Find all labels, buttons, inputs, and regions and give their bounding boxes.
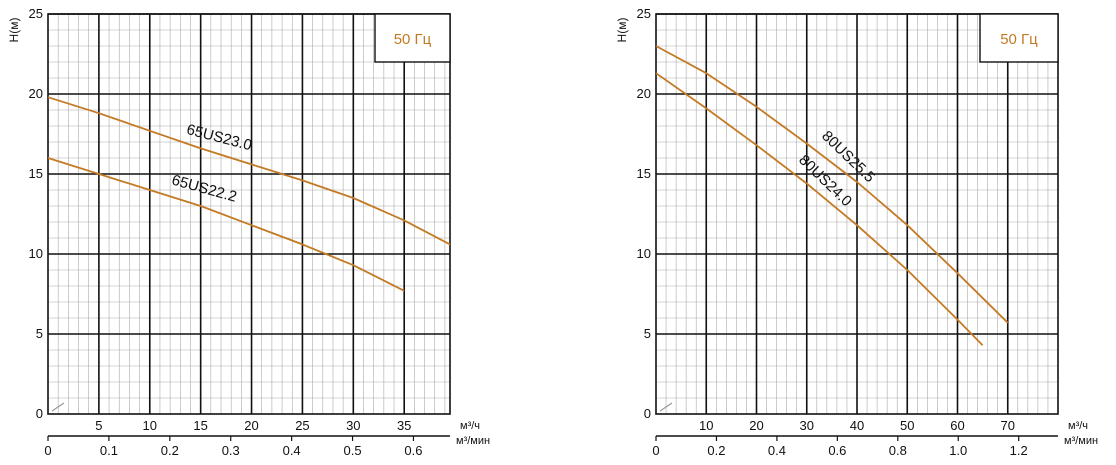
plot-frame <box>655 13 1059 415</box>
curve-80US24.0 <box>655 72 984 346</box>
frequency-badge-text: 50 Гц <box>1000 31 1038 48</box>
x-tick-label: 10 <box>699 418 713 433</box>
x2-tick-label: 1.0 <box>949 443 967 458</box>
y-tick-label: 5 <box>36 326 43 341</box>
y-axis-label: H(м) <box>615 18 629 43</box>
y-tick-label: 20 <box>29 86 43 101</box>
curve-65US23.0 <box>47 96 451 246</box>
origin-mark <box>659 402 673 412</box>
x2-tick-label: 0.3 <box>222 443 240 458</box>
y-tick-label: 0 <box>36 406 43 421</box>
y-tick-label: 20 <box>637 86 651 101</box>
y-tick-label: 15 <box>29 166 43 181</box>
origin-mark <box>51 402 65 412</box>
x-tick-label: 60 <box>950 418 964 433</box>
x-tick-label: 30 <box>800 418 814 433</box>
x2-unit-label: м³/мин <box>1064 435 1098 447</box>
plot-frame <box>47 13 451 415</box>
x2-tick-label: 0.6 <box>828 443 846 458</box>
frequency-badge-text: 50 Гц <box>394 31 432 48</box>
x2-tick-label: 0.4 <box>283 443 301 458</box>
y-tick-label: 10 <box>29 246 43 261</box>
y-tick-label: 5 <box>644 326 651 341</box>
x-tick-label: 20 <box>749 418 763 433</box>
y-tick-label: 15 <box>637 166 651 181</box>
x2-tick-label: 0.8 <box>889 443 907 458</box>
frequency-badge <box>374 13 451 63</box>
x2-unit-label: м³/мин <box>456 435 490 447</box>
x-unit-label: м³/ч <box>460 420 480 432</box>
x-tick-label: 20 <box>244 418 258 433</box>
y-tick-label: 25 <box>637 6 651 21</box>
y-tick-label: 10 <box>637 246 651 261</box>
x-tick-label: 30 <box>346 418 360 433</box>
x-tick-label: 50 <box>900 418 914 433</box>
y-tick-label: 0 <box>644 406 651 421</box>
x2-tick-label: 0.2 <box>161 443 179 458</box>
x-tick-label: 15 <box>193 418 207 433</box>
frequency-badge <box>979 13 1059 63</box>
x2-tick-label: 0.5 <box>344 443 362 458</box>
x2-tick-label: 0.6 <box>404 443 422 458</box>
y-tick-label: 25 <box>29 6 43 21</box>
x-tick-label: 5 <box>95 418 102 433</box>
x2-tick-label: 0.1 <box>100 443 118 458</box>
y-axis-label: H(м) <box>7 18 21 43</box>
x2-tick-label: 0.2 <box>707 443 725 458</box>
minor-grid <box>48 14 450 414</box>
curve-65US22.2 <box>47 157 405 292</box>
x-tick-label: 10 <box>143 418 157 433</box>
major-grid <box>656 13 1058 414</box>
x-tick-label: 40 <box>850 418 864 433</box>
x2-tick-label: 0.4 <box>768 443 786 458</box>
x-tick-label: 70 <box>1001 418 1015 433</box>
x2-tick-label: 0 <box>652 443 659 458</box>
curve-80US25.5 <box>655 45 1009 324</box>
pump-chart-80us: 0 5 10 15 20 25 H(м) 10 20 30 40 50 60 70 м³/ч 0 0.2 0.4 0… <box>615 6 1098 458</box>
x2-tick-label: 0 <box>44 443 51 458</box>
x2-tick-label: 1.2 <box>1010 443 1028 458</box>
x-tick-label: 25 <box>295 418 309 433</box>
x-unit-label: м³/ч <box>1068 420 1088 432</box>
x-tick-label: 35 <box>397 418 411 433</box>
pump-chart-65us: 0 5 10 15 20 25 H(м) 5 10 15 20 25 30 35 м³/ч 0 0.1 0.2 0.… <box>7 6 490 458</box>
